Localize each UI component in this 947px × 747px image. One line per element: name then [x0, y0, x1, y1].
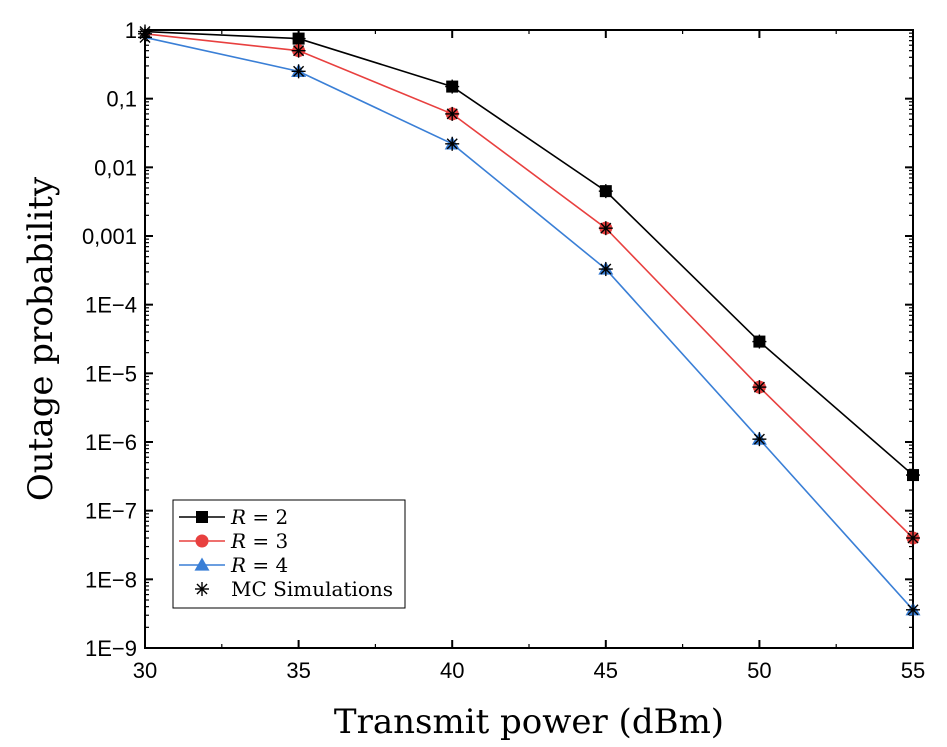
- legend-label: R = 4: [230, 553, 288, 577]
- y-tick-label: 1E−4: [85, 293, 137, 318]
- legend-box: [172, 499, 406, 609]
- x-tick-label: 30: [133, 658, 157, 683]
- y-tick-label: 1: [125, 18, 137, 43]
- y-tick-label: 1E−5: [85, 361, 137, 386]
- simulation-point: [445, 79, 460, 94]
- simulation-point: [752, 334, 767, 349]
- simulation-point: [752, 380, 767, 395]
- series-line-1: [144, 30, 914, 476]
- y-tick-label: 1E−9: [85, 636, 137, 661]
- simulation-point: [752, 432, 767, 447]
- series-2: [138, 26, 920, 545]
- legend-entry: R = 2: [179, 505, 288, 529]
- y-tick-label: 0,1: [106, 87, 137, 112]
- legend-label: R = 2: [230, 505, 288, 529]
- x-tick-label: 50: [747, 658, 771, 683]
- simulation-point: [291, 43, 306, 58]
- simulation-point: [598, 262, 613, 277]
- legend-label: R = 3: [230, 529, 288, 553]
- legend: R = 2R = 3R = 4MC Simulations: [172, 499, 406, 609]
- simulation-point: [445, 106, 460, 121]
- simulation-point: [598, 184, 613, 199]
- series-line-3: [144, 36, 914, 611]
- simulation-point: [291, 31, 306, 46]
- simulation-point: [598, 221, 613, 236]
- series-layer: [138, 24, 921, 617]
- legend-marker: [196, 511, 208, 523]
- simulation-point: [906, 468, 920, 483]
- y-tick-label: 1E−8: [85, 567, 137, 592]
- x-tick-label: 55: [901, 658, 925, 683]
- y-axis-ticks: 1 0,1 0,01 0,001 1E−4 1E−5 1E−6 1E−7 1E−8 1E−9: [82, 18, 913, 661]
- legend-entry-simulations: MC Simulations: [195, 577, 393, 601]
- legend-entry: R = 3: [179, 529, 288, 553]
- x-tick-label: 45: [594, 658, 618, 683]
- simulation-point: [138, 30, 152, 45]
- legend-marker: [195, 534, 209, 548]
- legend-marker: [195, 582, 209, 596]
- y-tick-label: 1E−7: [85, 499, 137, 524]
- y-axis-title: Outage probability: [21, 176, 61, 501]
- legend-marker: [194, 557, 210, 571]
- y-tick-label: 0,01: [94, 155, 137, 180]
- series-3: [138, 30, 921, 617]
- legend-entry: R = 4: [179, 553, 288, 577]
- series-1: [138, 24, 920, 483]
- x-tick-label: 40: [440, 658, 464, 683]
- y-tick-label: 0,001: [82, 224, 137, 249]
- legend-label: MC Simulations: [231, 577, 393, 601]
- simulation-point: [906, 530, 920, 545]
- simulation-point: [291, 64, 306, 79]
- x-tick-label: 35: [286, 658, 310, 683]
- x-axis-ticks: 30 35 40 45 50 55: [133, 30, 925, 683]
- y-tick-label: 1E−6: [85, 430, 137, 455]
- series-line-2: [144, 33, 914, 539]
- x-axis-title: Transmit power (dBm): [334, 702, 724, 742]
- simulation-point: [445, 136, 460, 151]
- simulation-point: [906, 602, 920, 617]
